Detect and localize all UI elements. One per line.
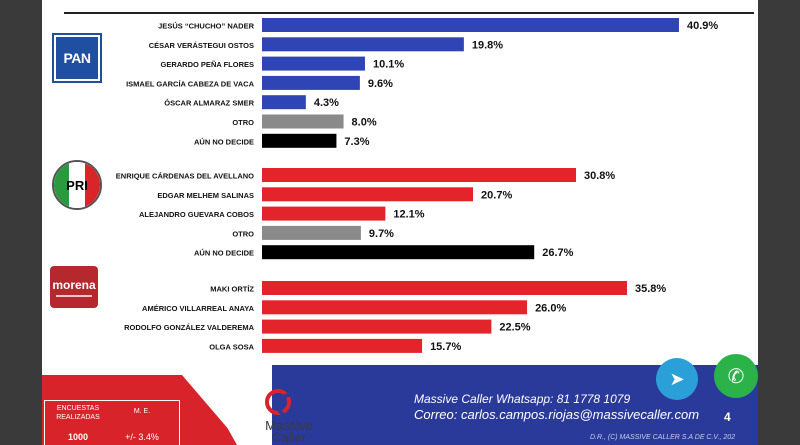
morena-logo: morena [50,266,98,308]
morena-logo-text: morena [52,277,96,292]
value-label: 20.7% [481,189,512,201]
copyright-text: D.R., (C) MASSIVE CALLER S.A DE C.V., 20… [590,434,736,441]
bar-1-1 [262,187,474,202]
value-label: 8.0% [352,117,377,129]
surveys-value: 1000 [67,432,89,442]
value-label: 9.7% [369,228,394,240]
candidate-label: EDGAR MELHEM SALINAS [157,191,254,200]
value-label: 10.1% [373,59,404,71]
candidate-label: CÉSAR VERÁSTEGUI OSTOS [149,41,254,50]
survey-table [44,400,180,445]
left-dark-margin [0,0,42,445]
candidate-label: AÚN NO DECIDE [194,137,254,146]
candidate-label: ALEJANDRO GUEVARA COBOS [139,210,254,219]
top-divider [64,12,754,14]
email-contact: Correo: carlos.campos.riojas@massivecall… [414,407,700,422]
massive-caller-logo-icon [265,389,303,418]
margin-error-label: M. E. [133,408,151,415]
bar-2-2 [262,319,492,334]
value-label: 35.8% [635,283,666,295]
right-dark-margin [758,0,800,445]
value-label: 26.7% [542,247,573,259]
bar-1-4 [262,245,535,260]
value-label: 7.3% [344,136,369,148]
poll-slide: PAN PRI morena JESÚS “CHUCHO” NADER 40.9%… [42,0,758,445]
whatsapp-contact: Massive Caller Whatsapp: 81 1778 1079 [414,392,631,406]
page-number: 4 [724,410,731,424]
bar-2-0 [262,281,627,295]
candidate-label: OLGA SOSA [209,342,254,351]
bar-0-3 [262,75,360,90]
candidate-label: RODOLFO GONZÁLEZ VALDEREMA [124,323,254,332]
candidate-label: JESÚS “CHUCHO” NADER [158,22,254,31]
value-label: 4.3% [314,97,339,109]
bar-0-6 [262,133,337,148]
bar-2-3 [262,338,423,353]
bar-1-2 [262,206,386,221]
bar-0-2 [262,56,365,71]
bar-0-5 [262,114,344,129]
telegram-icon[interactable]: ➤ [656,358,698,400]
pri-logo: PRI [52,160,102,210]
massive-caller-brand: Massive Caller [265,418,313,445]
candidate-label: OTRO [232,229,254,238]
value-label: 19.8% [472,39,503,51]
pan-logo: PAN [52,33,102,83]
surveys-label: ENCUESTAS REALIZADAS [56,405,100,421]
bar-1-3 [262,225,361,240]
pri-logo-text: PRI [66,177,88,193]
candidate-label: AÚN NO DECIDE [194,249,254,258]
bar-0-1 [262,37,464,52]
value-label: 22.5% [499,322,530,334]
value-label: 15.7% [430,341,461,353]
value-label: 9.6% [368,78,393,90]
value-label: 26.0% [535,302,566,314]
bar-1-0 [262,168,577,182]
poll-bar-chart: JESÚS “CHUCHO” NADER 40.9% CÉSAR VERÁSTEGU… [116,18,718,353]
candidate-label: AMÉRICO VILLARREAL ANAYA [142,304,255,313]
candidate-label: GERARDO PEÑA FLORES [161,60,254,69]
value-label: 30.8% [584,170,615,182]
candidate-label: MAKI ORTÍZ [210,285,254,294]
candidate-label: ÓSCAR ALMARAZ SMER [164,99,254,108]
value-label: 12.1% [393,209,424,221]
whatsapp-icon[interactable]: ✆ [714,354,758,398]
candidate-label: OTRO [232,118,254,127]
value-label: 40.9% [687,20,718,32]
pan-logo-text: PAN [63,50,91,66]
margin-error-value: +/- 3.4% [125,432,159,442]
candidate-label: ISMAEL GARCÍA CABEZA DE VACA [126,79,255,88]
bar-0-0 [262,18,679,32]
bar-0-4 [262,95,306,110]
bar-2-1 [262,300,528,315]
candidate-label: ENRIQUE CÁRDENAS DEL AVELLANO [116,172,254,181]
